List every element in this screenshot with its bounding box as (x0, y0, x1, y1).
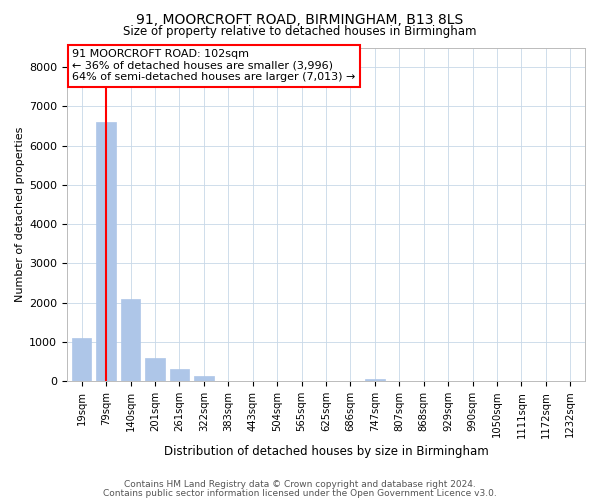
Bar (72, 338, 91, 381)
Text: Contains public sector information licensed under the Open Government Licence v3: Contains public sector information licen… (103, 488, 497, 498)
Text: 91 MOORCROFT ROAD: 102sqm
← 36% of detached houses are smaller (3,996)
64% of se: 91 MOORCROFT ROAD: 102sqm ← 36% of detac… (72, 49, 356, 82)
Bar (365, 379, 385, 381)
Bar (170, 370, 189, 381)
Text: Contains HM Land Registry data © Crown copyright and database right 2024.: Contains HM Land Registry data © Crown c… (124, 480, 476, 489)
Bar (97, 122, 116, 381)
Bar (145, 358, 165, 381)
Bar (194, 376, 214, 381)
Text: Size of property relative to detached houses in Birmingham: Size of property relative to detached ho… (123, 25, 477, 38)
X-axis label: Distribution of detached houses by size in Birmingham: Distribution of detached houses by size … (164, 444, 488, 458)
Text: 91, MOORCROFT ROAD, BIRMINGHAM, B13 8LS: 91, MOORCROFT ROAD, BIRMINGHAM, B13 8LS (136, 12, 464, 26)
Bar (121, 298, 140, 381)
Y-axis label: Number of detached properties: Number of detached properties (15, 126, 25, 302)
